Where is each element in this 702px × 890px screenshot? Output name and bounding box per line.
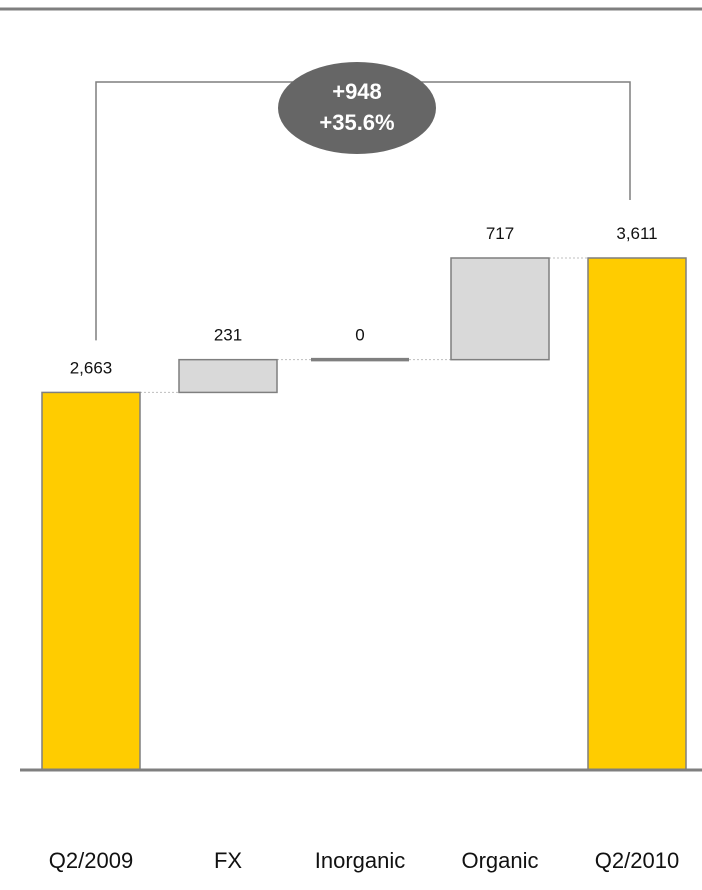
value-labels: 2,663 231 0 717 3,611 bbox=[70, 224, 658, 377]
bar-fx bbox=[178, 358, 278, 394]
value-label-inorganic: 0 bbox=[355, 326, 364, 345]
bars bbox=[41, 257, 687, 771]
category-label-inorganic: Inorganic bbox=[315, 848, 406, 873]
category-label-q2-2010: Q2/2010 bbox=[595, 848, 679, 873]
bar-q2-2010 bbox=[587, 257, 687, 771]
change-badge-shape bbox=[278, 62, 436, 154]
bar-organic bbox=[450, 257, 550, 361]
value-label-organic: 717 bbox=[486, 224, 514, 243]
value-label-q2-2010: 3,611 bbox=[616, 224, 657, 243]
category-label-q2-2009: Q2/2009 bbox=[49, 848, 133, 873]
bar-q2-2009 bbox=[41, 391, 141, 771]
value-label-fx: 231 bbox=[214, 326, 242, 345]
change-percent: +35.6% bbox=[319, 110, 394, 135]
category-labels: Q2/2009 FX Inorganic Organic Q2/2010 bbox=[49, 848, 679, 873]
change-badge: +948 +35.6% bbox=[278, 62, 436, 154]
category-label-organic: Organic bbox=[461, 848, 538, 873]
change-absolute: +948 bbox=[332, 79, 382, 104]
category-label-fx: FX bbox=[214, 848, 242, 873]
value-label-q2-2009: 2,663 bbox=[70, 358, 113, 377]
connector-lines bbox=[140, 257, 588, 393]
